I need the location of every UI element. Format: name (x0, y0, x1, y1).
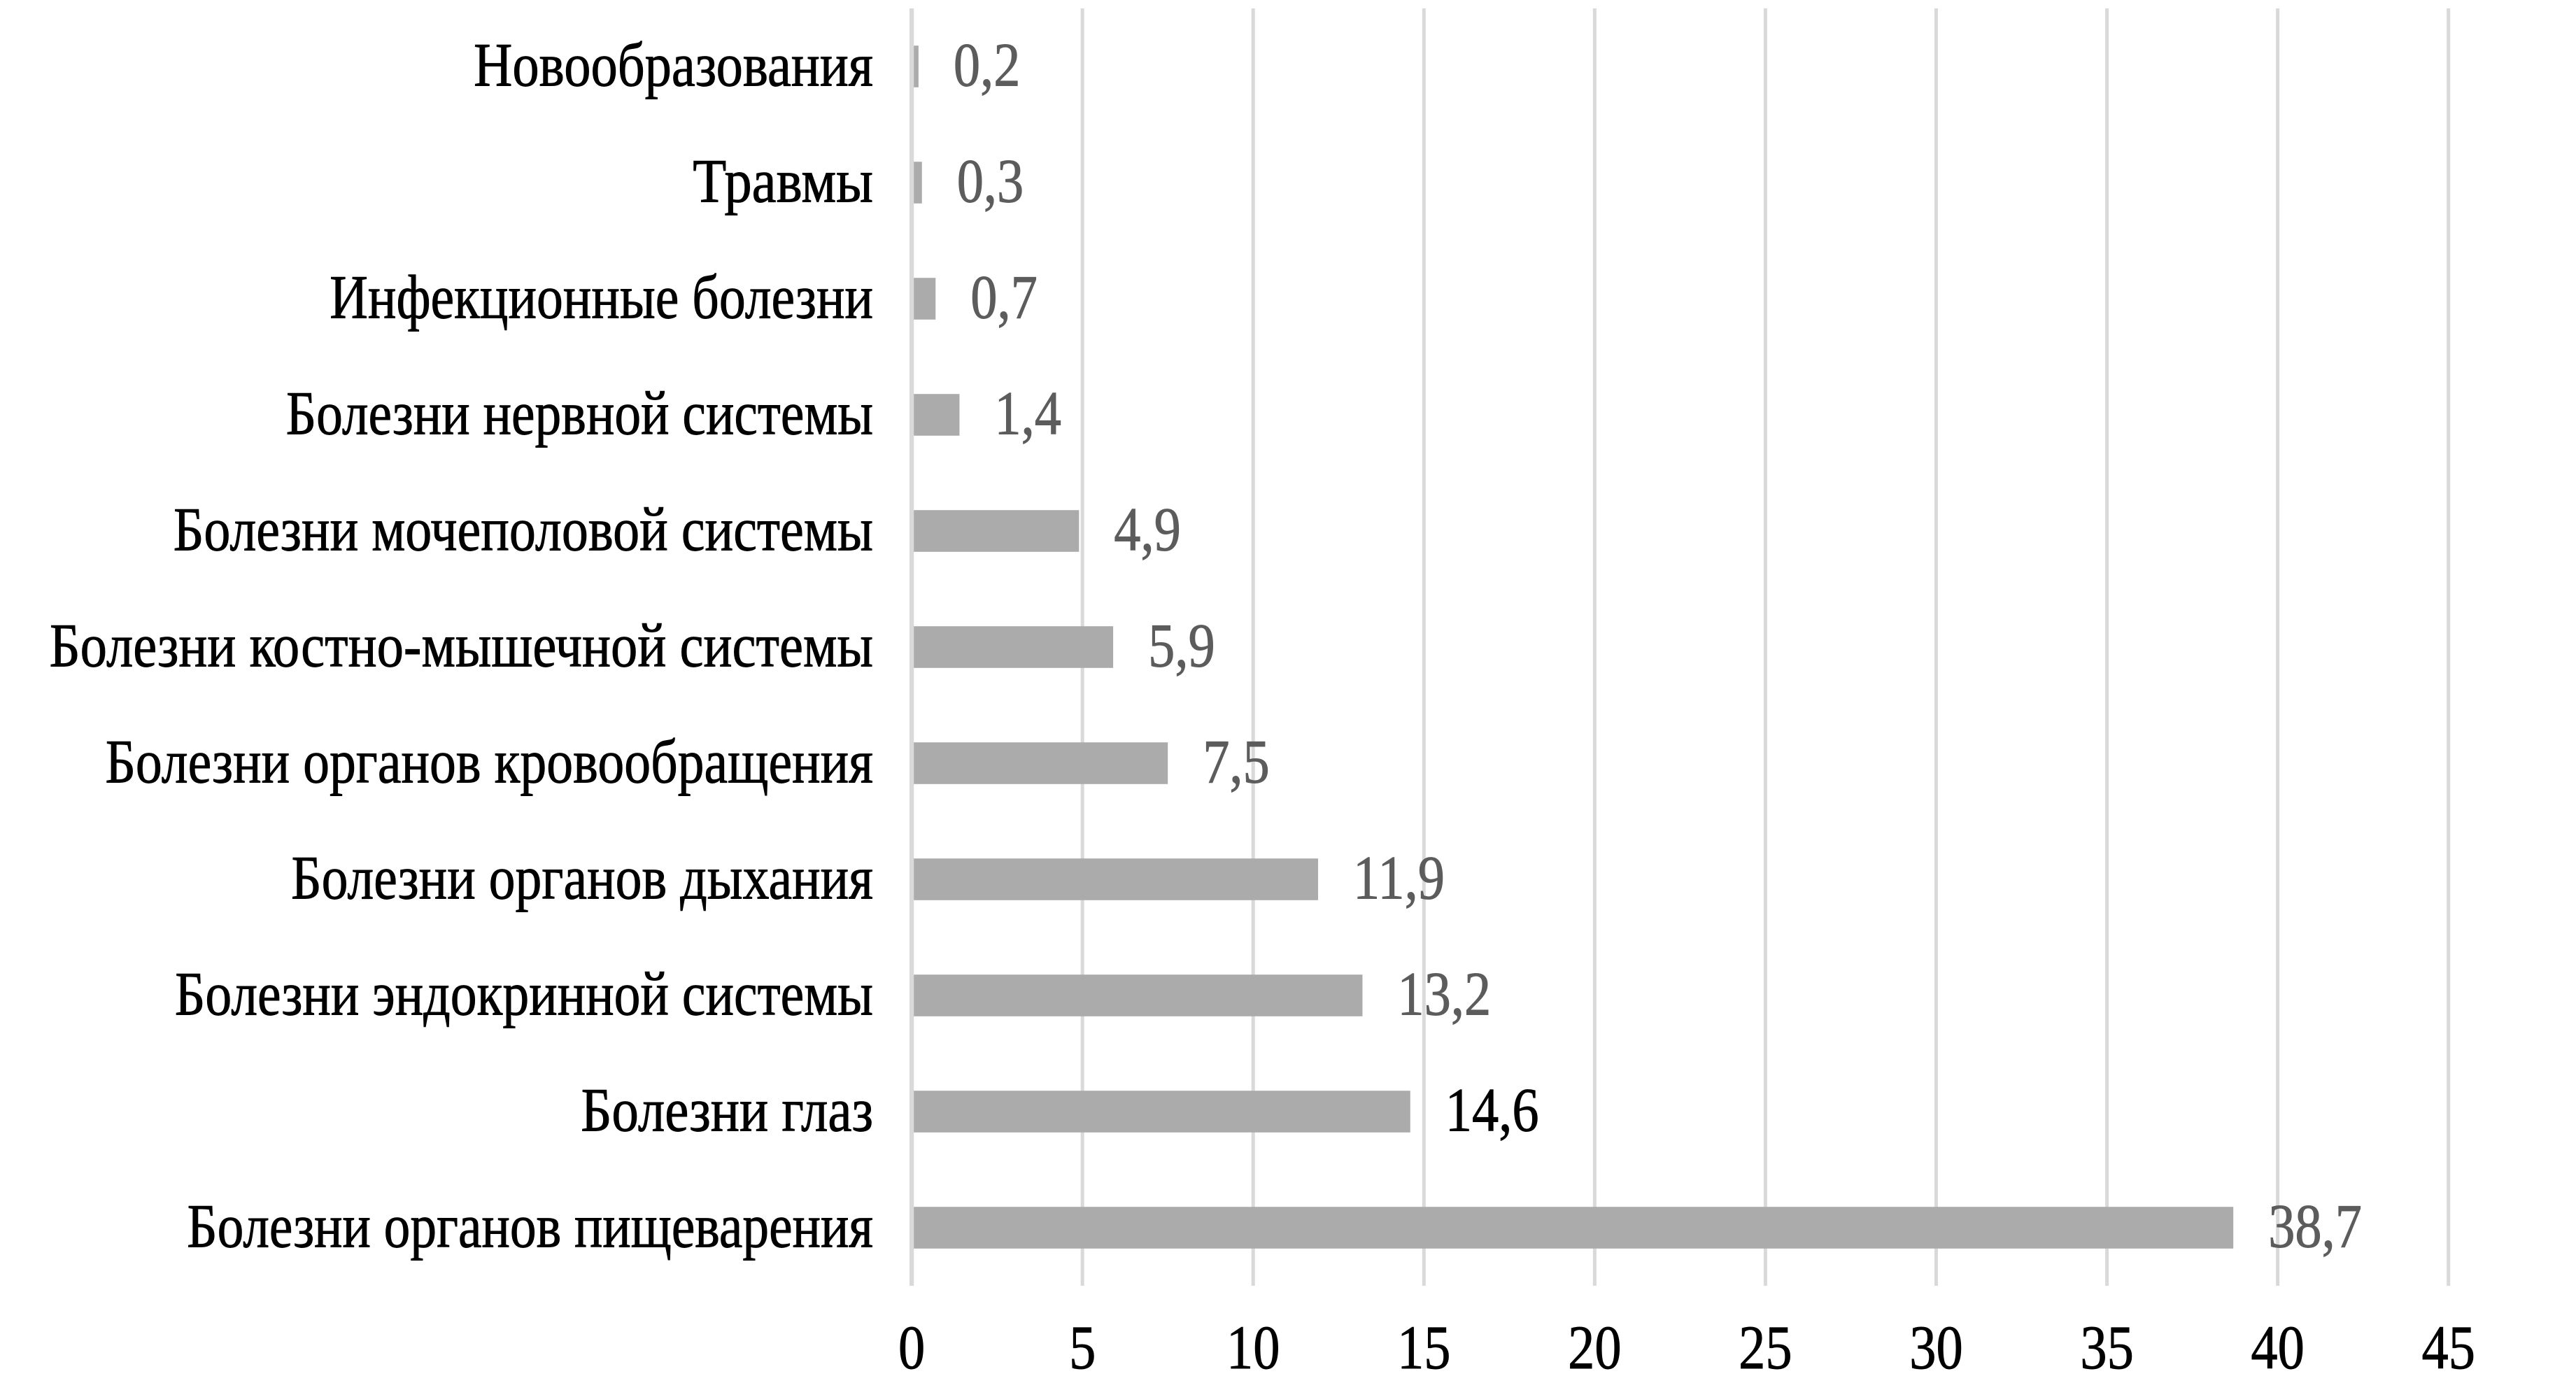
svg-text:Болезни костно-мышечной систем: Болезни костно-мышечной системы (50, 611, 873, 679)
svg-text:Болезни глаз: Болезни глаз (581, 1076, 873, 1144)
svg-text:Болезни органов пищеварения: Болезни органов пищеварения (187, 1192, 873, 1261)
svg-text:0: 0 (898, 1313, 925, 1382)
svg-text:0,7: 0,7 (970, 262, 1038, 331)
svg-text:0,3: 0,3 (957, 146, 1024, 215)
svg-text:Новообразования: Новообразования (474, 30, 873, 99)
svg-text:1,4: 1,4 (994, 378, 1061, 447)
svg-text:40: 40 (2251, 1313, 2304, 1382)
svg-text:10: 10 (1226, 1313, 1280, 1382)
svg-text:14,6: 14,6 (1445, 1075, 1539, 1144)
svg-text:Болезни органов дыхания: Болезни органов дыхания (291, 844, 873, 912)
svg-text:Инфекционные болезни: Инфекционные болезни (330, 263, 873, 332)
svg-text:5: 5 (1069, 1313, 1096, 1382)
svg-text:7,5: 7,5 (1203, 727, 1270, 795)
svg-text:11,9: 11,9 (1353, 843, 1445, 912)
svg-text:Болезни органов кровообращения: Болезни органов кровообращения (105, 728, 873, 796)
svg-text:Болезни эндокринной системы: Болезни эндокринной системы (175, 960, 873, 1028)
svg-text:Травмы: Травмы (693, 147, 873, 215)
svg-text:45: 45 (2421, 1313, 2475, 1382)
svg-text:30: 30 (1909, 1313, 1962, 1382)
svg-text:Болезни мочеполовой системы: Болезни мочеполовой системы (174, 495, 873, 564)
svg-text:15: 15 (1397, 1313, 1450, 1382)
svg-text:13,2: 13,2 (1397, 959, 1491, 1028)
svg-text:Болезни нервной системы: Болезни нервной системы (286, 379, 873, 448)
svg-text:0,2: 0,2 (954, 30, 1021, 99)
svg-text:4,9: 4,9 (1114, 495, 1181, 563)
svg-text:35: 35 (2080, 1313, 2133, 1382)
svg-text:25: 25 (1739, 1313, 1792, 1382)
svg-text:38,7: 38,7 (2268, 1191, 2362, 1260)
svg-text:5,9: 5,9 (1148, 611, 1215, 679)
svg-text:20: 20 (1568, 1313, 1621, 1382)
